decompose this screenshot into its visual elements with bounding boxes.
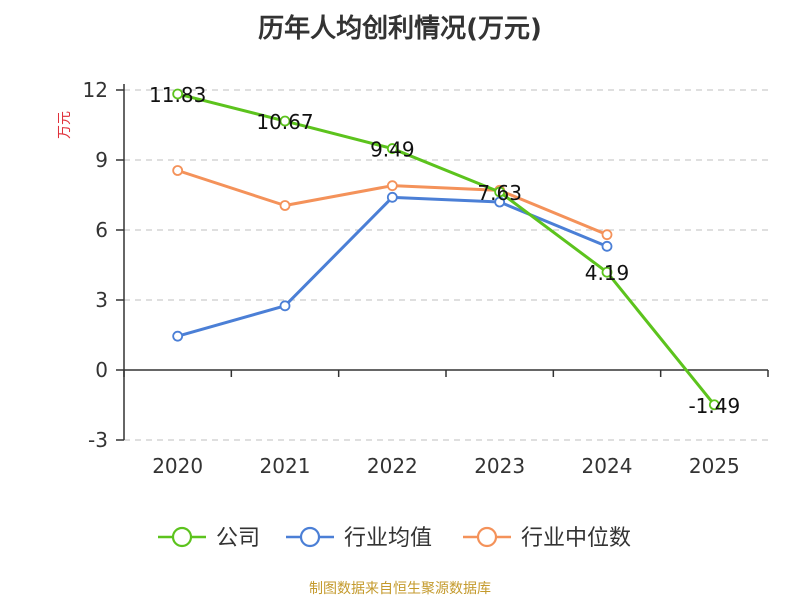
source-footer: 制图数据来自恒生聚源数据库	[309, 581, 491, 597]
data-point	[279, 300, 291, 312]
data-point	[279, 115, 291, 127]
data-label: -1.49	[688, 394, 740, 418]
data-point	[386, 191, 398, 203]
series-line-1	[177, 195, 608, 338]
series-lines	[172, 88, 720, 411]
x-tick-label: 2020	[152, 454, 203, 478]
legend-marker	[299, 526, 321, 548]
y-tick-label: -3	[88, 428, 108, 452]
x-tick-label: 2024	[582, 454, 633, 478]
chart-title: 历年人均创利情况(万元)	[258, 14, 542, 44]
data-point	[279, 200, 291, 211]
y-tick-label: 9	[95, 148, 108, 172]
data-point	[494, 196, 506, 208]
data-label: 10.67	[256, 110, 313, 134]
y-tick-label: 6	[95, 218, 108, 242]
x-tick-labels: 2020 2021 2022 2023 2024 2025	[152, 454, 740, 478]
data-point	[172, 165, 184, 176]
data-point	[172, 88, 184, 100]
x-tick-label: 2025	[689, 454, 740, 478]
data-label: 11.83	[149, 83, 206, 107]
data-label: 7.63	[477, 181, 522, 205]
y-tick-label: 12	[83, 78, 108, 102]
grid-lines	[124, 89, 768, 441]
legend-marker	[171, 526, 193, 548]
data-point	[386, 180, 398, 192]
legend-label: 行业均值	[344, 526, 432, 551]
y-tick-labels: 12 9 6 3 0 -3	[83, 78, 108, 452]
data-point	[601, 240, 613, 252]
legend-marker	[476, 526, 498, 548]
series-line-0	[177, 92, 716, 406]
y-tick-label: 3	[95, 288, 108, 312]
legend-item[interactable]: 公司	[158, 526, 260, 551]
data-label: 9.49	[370, 138, 415, 162]
y-axis-label: 万元	[57, 111, 73, 139]
x-tick-label: 2022	[367, 454, 418, 478]
data-point	[601, 266, 613, 278]
legend-label: 公司	[216, 526, 260, 551]
y-tick-label: 0	[95, 358, 108, 382]
data-point	[172, 330, 184, 342]
legend-item[interactable]: 行业均值	[286, 526, 432, 551]
legend[interactable]: 公司 行业均值 行业中位数	[158, 526, 631, 551]
x-tick-label: 2021	[260, 454, 311, 478]
axes	[116, 84, 769, 441]
data-point	[494, 186, 506, 198]
x-tick-label: 2023	[474, 454, 525, 478]
data-point	[601, 229, 613, 241]
data-point	[386, 143, 398, 154]
data-label: 4.19	[585, 261, 630, 285]
data-labels: 11.83 10.67 9.49 7.63 4.19 -1.49	[149, 83, 740, 418]
data-point	[708, 399, 720, 411]
legend-label: 行业中位数	[521, 526, 631, 551]
legend-item[interactable]: 行业中位数	[463, 526, 631, 551]
